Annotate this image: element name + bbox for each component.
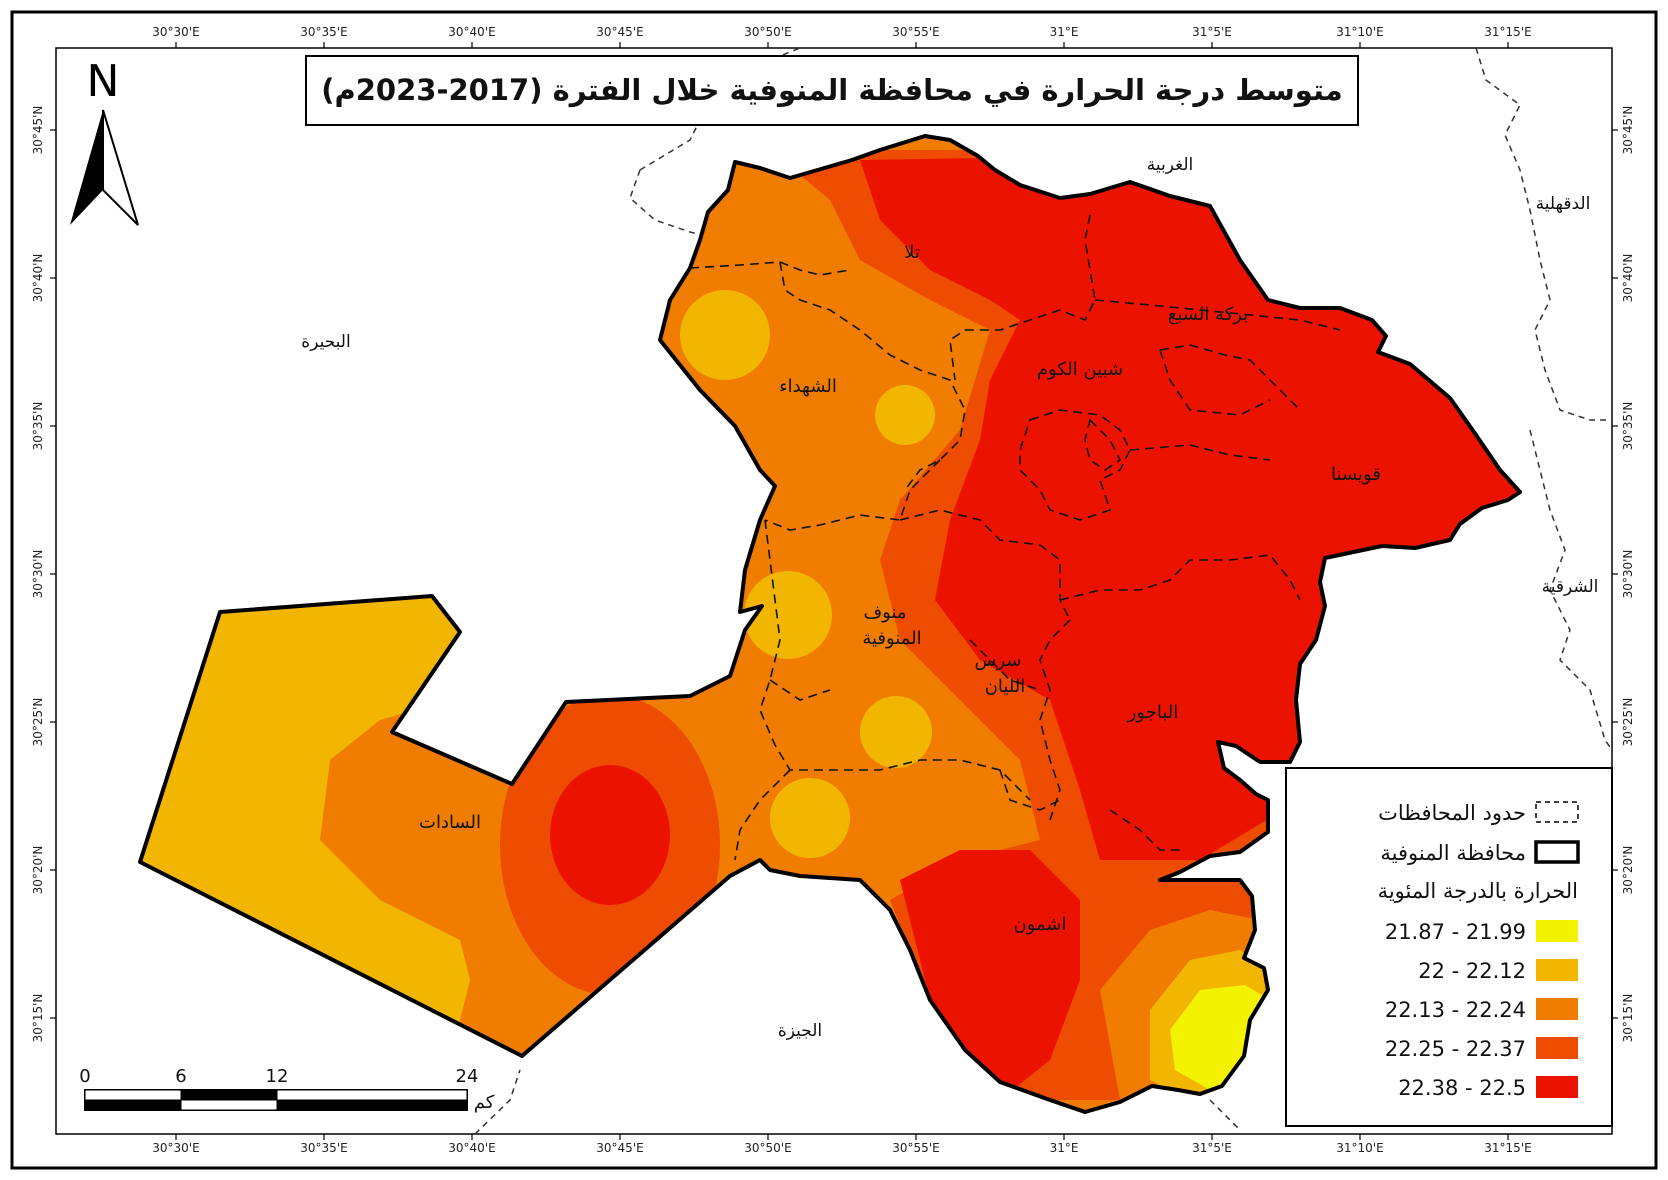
latitude-tick-label: 30°15'N — [1621, 994, 1635, 1043]
longitude-tick-label: 31°E — [1050, 1141, 1079, 1155]
longitude-tick-label: 30°30'E — [152, 25, 199, 39]
longitude-tick-label: 30°45'E — [596, 1141, 643, 1155]
longitude-tick-label: 30°40'E — [448, 25, 495, 39]
district-label-menouf: منوف — [863, 602, 906, 623]
longitude-ticks-top: 30°30'E 30°35'E 30°40'E 30°45'E 30°50'E 30°55… — [152, 25, 1532, 48]
gov-label-gharbia: الغربية — [1147, 155, 1193, 175]
latitude-tick-label: 30°40'N — [1621, 254, 1635, 303]
scale-label-0: 0 — [79, 1066, 90, 1087]
legend-label-governorate: محافظة المنوفية — [1380, 841, 1526, 865]
zone-22-38-22-5 — [550, 765, 670, 905]
legend-classes: 21.87 - 21.99 22 - 22.12 22.13 - 22.24 22.2… — [1385, 920, 1578, 1100]
governorate-labels: الغربية الدقهلية البحيرة الشرقية الجيزة — [301, 155, 1598, 1041]
longitude-tick-label: 30°45'E — [596, 25, 643, 39]
latitude-tick-label: 30°15'N — [31, 994, 45, 1043]
district-label-menoufia: المنوفية — [862, 628, 921, 649]
legend-label-class: 22.38 - 22.5 — [1398, 1076, 1526, 1100]
district-label-sadat: السادات — [419, 812, 481, 833]
district-label-ashmoun: اشمون — [1013, 914, 1066, 935]
longitude-ticks-bottom: 30°30'E 30°35'E 30°40'E 30°45'E 30°50'E 30°55… — [152, 1134, 1532, 1155]
latitude-tick-label: 30°45'N — [1621, 106, 1635, 155]
north-arrow: N — [70, 56, 139, 226]
scale-label-6: 6 — [175, 1066, 186, 1087]
latitude-tick-label: 30°35'N — [31, 402, 45, 451]
north-label: N — [87, 56, 120, 107]
gov-label-beheira: البحيرة — [301, 332, 350, 352]
legend-heading: الحرارة بالدرجة المئوية — [1378, 879, 1578, 903]
longitude-tick-label: 30°50'E — [744, 25, 791, 39]
district-labels: تلا بركه السبع شبين الكوم الشهداء قويسنا… — [419, 242, 1381, 935]
legend-label-class: 22.25 - 22.37 — [1385, 1037, 1526, 1061]
zone-22-0-22-12 — [860, 696, 932, 768]
gov-label-dakahlia: الدقهلية — [1536, 194, 1591, 214]
district-label-tala: تلا — [904, 242, 920, 263]
district-label-bagour: الباجور — [1127, 702, 1179, 723]
latitude-tick-label: 30°25'N — [31, 698, 45, 747]
longitude-tick-label: 31°15'E — [1484, 1141, 1531, 1155]
legend-label-class: 21.87 - 21.99 — [1385, 920, 1526, 944]
legend-label-boundaries: حدود المحافظات — [1378, 801, 1526, 825]
legend-swatch-boundaries — [1535, 801, 1579, 823]
legend: حدود المحافظات محافظة المنوفية الحرارة ب… — [1285, 767, 1613, 1127]
longitude-tick-label: 31°E — [1050, 25, 1079, 39]
zone-22-38-22-5 — [900, 850, 1080, 1100]
latitude-ticks-right: 30°45'N 30°40'N 30°35'N 30°30'N 30°25'N 30°20… — [1612, 106, 1635, 1043]
longitude-tick-label: 30°55'E — [892, 1141, 939, 1155]
legend-label-class: 22 - 22.12 — [1418, 959, 1526, 983]
longitude-tick-label: 30°30'E — [152, 1141, 199, 1155]
district-label-layan: الليان — [985, 676, 1026, 697]
longitude-tick-label: 31°5'E — [1192, 1141, 1232, 1155]
zone-22-0-22-12 — [680, 290, 770, 380]
longitude-tick-label: 31°15'E — [1484, 25, 1531, 39]
north-arrow-icon — [70, 110, 103, 225]
latitude-tick-label: 30°30'N — [1621, 550, 1635, 599]
gov-label-giza: الجيزة — [778, 1021, 822, 1041]
latitude-tick-label: 30°35'N — [1621, 402, 1635, 451]
legend-swatch-governorate — [1534, 840, 1580, 864]
longitude-tick-label: 31°5'E — [1192, 25, 1232, 39]
legend-label-class: 22.13 - 22.24 — [1385, 998, 1526, 1022]
longitude-tick-label: 31°10'E — [1336, 1141, 1383, 1155]
legend-swatch-class — [1536, 1076, 1578, 1098]
scale-unit: كم — [474, 1092, 495, 1113]
district-label-berkat: بركه السبع — [1168, 304, 1248, 325]
map-title: متوسط درجة الحرارة في محافظة المنوفية خل… — [321, 73, 1343, 107]
scale-label-24: 24 — [456, 1066, 479, 1087]
latitude-tick-label: 30°40'N — [31, 254, 45, 303]
latitude-tick-label: 30°25'N — [1621, 698, 1635, 747]
longitude-tick-label: 30°55'E — [892, 25, 939, 39]
latitude-ticks-left: 30°45'N 30°40'N 30°35'N 30°30'N 30°25'N 30°20… — [31, 106, 56, 1043]
scale-label-12: 12 — [266, 1066, 289, 1087]
district-label-shebin: شبين الكوم — [1037, 359, 1123, 380]
north-arrow-outline — [102, 109, 139, 226]
latitude-tick-label: 30°20'N — [31, 846, 45, 895]
legend-swatch-class — [1536, 920, 1578, 942]
gov-label-sharqia: الشرقية — [1542, 577, 1599, 597]
longitude-tick-label: 30°50'E — [744, 1141, 791, 1155]
legend-swatch-class — [1536, 959, 1578, 981]
latitude-tick-label: 30°30'N — [31, 550, 45, 599]
longitude-tick-label: 31°10'E — [1336, 25, 1383, 39]
longitude-tick-label: 30°35'E — [300, 25, 347, 39]
outer-frame — [10, 10, 1658, 1170]
legend-swatch-class — [1536, 1037, 1578, 1059]
longitude-tick-label: 30°35'E — [300, 1141, 347, 1155]
latitude-tick-label: 30°45'N — [31, 106, 45, 155]
scale-bar: 0 6 12 24 كم — [79, 1066, 494, 1113]
title-box: متوسط درجة الحرارة في محافظة المنوفية خل… — [305, 55, 1359, 126]
district-label-shohada: الشهداء — [779, 376, 837, 397]
district-label-quesna: قويسنا — [1331, 464, 1381, 485]
zone-22-0-22-12 — [744, 571, 832, 659]
zone-22-0-22-12 — [770, 778, 850, 858]
zone-22-0-22-12 — [875, 385, 935, 445]
longitude-tick-label: 30°40'E — [448, 1141, 495, 1155]
district-label-sirs: سرس — [975, 650, 1022, 671]
legend-swatch-class — [1536, 998, 1578, 1020]
latitude-tick-label: 30°20'N — [1621, 846, 1635, 895]
district-boundaries — [689, 214, 1341, 861]
